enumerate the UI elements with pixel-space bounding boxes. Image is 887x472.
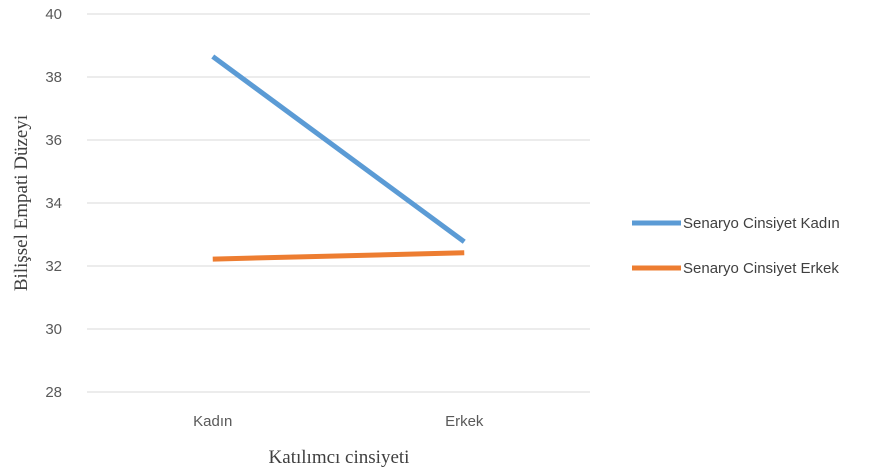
series-lines: [211, 54, 466, 262]
x-tick-labels: Kadın Erkek: [193, 413, 484, 430]
y-tick-label: 40: [45, 6, 62, 23]
y-tick-label: 38: [45, 69, 62, 86]
series-line-2: [212, 250, 465, 262]
y-tick-label: 30: [45, 321, 62, 338]
y-tick-label: 36: [45, 132, 62, 149]
legend-label-1: Senaryo Cinsiyet Kadın: [683, 215, 840, 232]
x-axis-title: Katılımcı cinsiyeti: [269, 447, 410, 468]
y-axis-title: Bilişsel Empati Düzeyi: [11, 115, 32, 291]
legend-label-2: Senaryo Cinsiyet Erkek: [683, 260, 839, 277]
x-tick-label: Kadın: [193, 413, 232, 430]
y-tick-label: 32: [45, 258, 62, 275]
y-tick-label: 28: [45, 384, 62, 401]
legend: Senaryo Cinsiyet Kadın Senaryo Cinsiyet E…: [632, 215, 840, 277]
y-tick-labels: 28 30 32 34 36 38 40: [45, 6, 62, 401]
y-tick-label: 34: [45, 195, 62, 212]
x-tick-label: Erkek: [445, 413, 484, 430]
gridlines: [87, 13, 590, 393]
series-line-1: [211, 54, 466, 244]
